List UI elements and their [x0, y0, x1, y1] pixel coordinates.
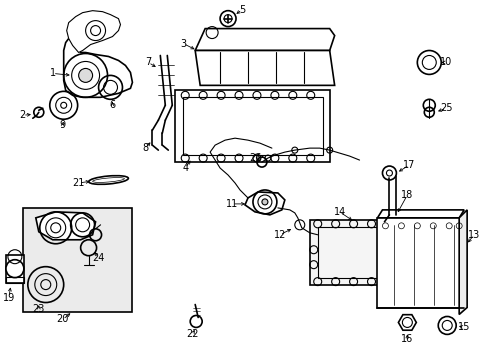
Circle shape: [6, 260, 24, 278]
Text: 23: 23: [33, 305, 45, 315]
Text: 12: 12: [273, 230, 285, 240]
Text: 2: 2: [20, 110, 26, 120]
Polygon shape: [63, 39, 132, 97]
Bar: [6, 276, 24, 283]
Polygon shape: [195, 50, 334, 85]
Text: 4: 4: [182, 163, 188, 173]
Bar: [377, 218, 463, 307]
Polygon shape: [36, 212, 95, 240]
Text: 7: 7: [145, 58, 151, 67]
Text: 5: 5: [239, 5, 244, 15]
Text: 26: 26: [248, 153, 261, 163]
Polygon shape: [377, 210, 463, 218]
Text: 10: 10: [439, 58, 451, 67]
Text: 11: 11: [225, 199, 238, 209]
Text: 22: 22: [185, 329, 198, 339]
Text: 9: 9: [60, 120, 65, 130]
Bar: [23, 208, 132, 312]
Text: 20: 20: [57, 314, 69, 324]
Text: 18: 18: [401, 190, 413, 200]
Bar: [175, 90, 329, 162]
Circle shape: [79, 68, 92, 82]
Text: 19: 19: [3, 293, 15, 302]
Text: 6: 6: [109, 100, 115, 110]
Text: 17: 17: [402, 160, 415, 170]
Bar: [183, 97, 322, 155]
Text: 24: 24: [92, 253, 104, 263]
Text: 14: 14: [333, 207, 345, 217]
Polygon shape: [398, 315, 415, 330]
Text: 15: 15: [457, 323, 469, 332]
Circle shape: [262, 199, 267, 205]
Text: 21: 21: [72, 178, 84, 188]
Polygon shape: [195, 28, 334, 50]
Bar: [317, 227, 447, 278]
Text: 8: 8: [142, 143, 148, 153]
Polygon shape: [458, 210, 466, 315]
Text: 13: 13: [467, 230, 479, 240]
Text: 3: 3: [180, 39, 186, 49]
Text: 1: 1: [50, 68, 56, 78]
Polygon shape: [66, 11, 120, 53]
Text: 25: 25: [439, 103, 451, 113]
Polygon shape: [244, 192, 285, 215]
Bar: [309, 220, 453, 285]
Text: 16: 16: [401, 334, 413, 345]
Bar: [6, 255, 24, 283]
Circle shape: [61, 102, 66, 108]
